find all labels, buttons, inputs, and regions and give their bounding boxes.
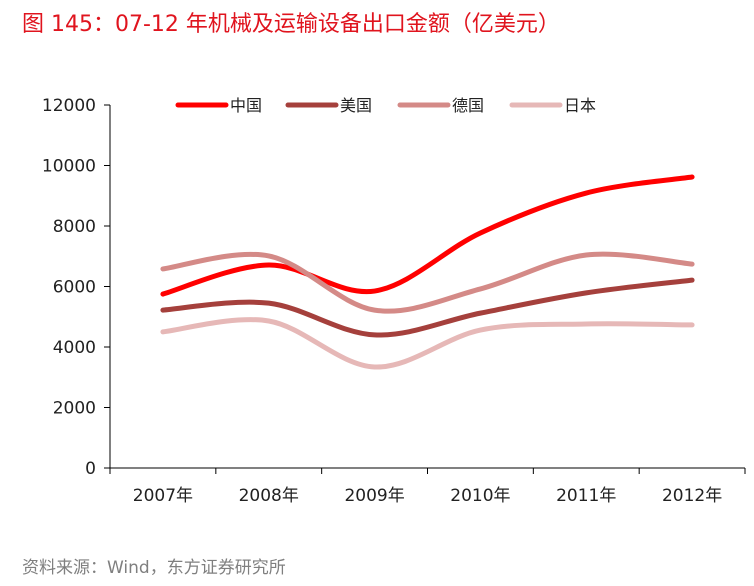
series-line-2	[160, 251, 695, 314]
chart-title: 图 145：07-12 年机械及运输设备出口金额（亿美元）	[22, 12, 560, 37]
y-tick-label: 4000	[53, 338, 96, 358]
legend-label: 日本	[564, 96, 596, 115]
x-tick-label: 2010年	[450, 486, 510, 506]
x-tick-label: 2009年	[344, 486, 404, 506]
y-tick-label: 12000	[42, 96, 96, 116]
x-tick-label: 2011年	[556, 486, 616, 506]
x-tick-label: 2007年	[133, 486, 193, 506]
legend-label: 中国	[230, 96, 262, 115]
y-tick-label: 8000	[53, 217, 96, 237]
source-note: 资料来源：Wind，东方证券研究所	[22, 558, 286, 578]
legend-label: 美国	[340, 96, 372, 115]
x-tick-label: 2012年	[662, 486, 722, 506]
y-tick-label: 6000	[53, 278, 96, 298]
y-tick-label: 2000	[53, 399, 96, 419]
series-line-1	[160, 277, 695, 338]
y-tick-label: 0	[85, 459, 96, 479]
y-tick-label: 10000	[42, 157, 96, 177]
x-tick-label: 2008年	[239, 486, 299, 506]
legend-label: 德国	[452, 96, 484, 115]
series-line-0	[160, 174, 695, 297]
series-line-3	[160, 317, 695, 370]
